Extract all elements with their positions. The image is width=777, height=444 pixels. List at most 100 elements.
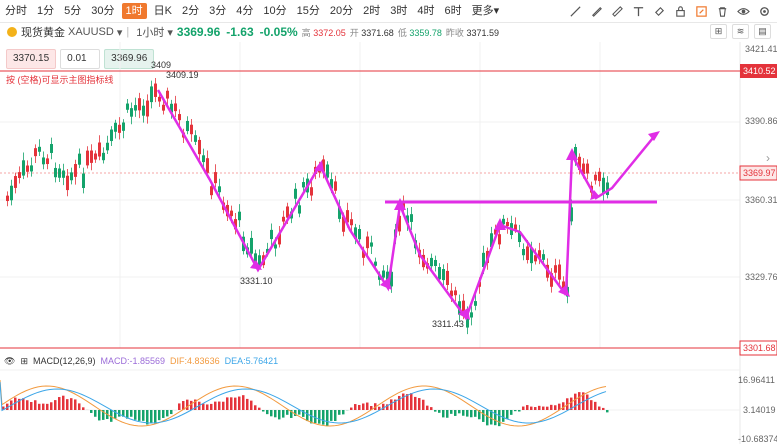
candle [54,167,57,178]
dif-line [0,379,607,427]
candle [450,290,453,297]
settings-icon[interactable] [757,4,771,18]
macd-tick: -10.68374 [738,434,777,444]
indicator-icon[interactable]: ≋ [732,24,749,39]
candle [130,108,133,117]
candle [466,313,469,328]
symbol-name[interactable]: 现货黄金 [21,27,65,39]
macd-bar [414,396,417,410]
macd-bar [470,410,473,418]
macd-bar [254,405,257,410]
macd-bar [382,403,385,410]
timeframe-tab[interactable]: 10分 [263,5,287,17]
macd-bar [74,399,77,410]
macd-bar [310,410,313,424]
interval-select[interactable]: 1小时 [136,27,165,39]
timeframe-tab[interactable]: 20分 [329,5,354,17]
eye-icon[interactable]: 👁 [4,355,16,366]
macd-bar [46,403,49,410]
candle [494,229,497,235]
candle [238,211,241,221]
candle [326,164,329,178]
candle [406,215,409,224]
candle [190,124,193,135]
timeframe-tab[interactable]: 1时 [121,3,147,19]
macd-bar [330,410,333,421]
sell-button[interactable]: 3370.15 [6,49,57,69]
macd-bar [118,410,121,417]
delete-icon[interactable] [715,4,729,18]
macd-bar [178,403,181,410]
low-value: 3359.78 [409,27,442,38]
annotation-top: 3409 [151,60,171,70]
timeframe-tab[interactable]: 3时 [390,5,408,17]
macd-bar [18,398,21,410]
high-price-label: 3410.52 [743,66,776,76]
macd-bar [98,410,101,421]
candle [274,244,277,249]
macd-settings-icon[interactable]: ⊞ [20,355,28,366]
candle [166,90,169,99]
candle [286,206,289,218]
macd-bar [542,406,545,410]
candle [538,250,541,259]
timeframe-tab[interactable]: 30分 [91,5,115,17]
low-annotation-2: 3311.43 [432,319,464,329]
candle [518,231,521,243]
edit-icon[interactable] [694,4,708,18]
chevron-right-icon[interactable]: › [766,151,770,165]
timeframe-tab[interactable]: 4分 [236,5,254,17]
timeframe-tab[interactable]: 1分 [37,5,55,17]
timeframe-tab[interactable]: 4时 [417,5,435,17]
macd-bar [334,410,337,421]
symbol-dropdown-icon[interactable]: ▾ [116,26,123,39]
macd-bar [258,407,261,410]
timeframe-tab[interactable]: 日K [153,5,172,17]
macd-bar [66,399,69,410]
candle [46,158,49,165]
macd-bar [362,403,365,410]
ruler-icon[interactable] [610,4,624,18]
macd-bar [274,410,277,418]
arrow-head [314,160,324,172]
draw-line-icon[interactable] [568,4,582,18]
text-icon[interactable] [631,4,645,18]
current-price: 3369.96 [176,25,221,39]
candle [462,300,465,312]
candle [454,290,457,296]
quantity-input[interactable]: 0.01 [60,49,101,69]
ohlc-open: 开 3371.68 [350,26,394,39]
timeframe-tab[interactable]: 15分 [296,5,320,17]
layout-icon[interactable]: ▤ [754,24,771,39]
candle [294,188,297,199]
candle [126,103,129,110]
lock-icon[interactable] [673,4,687,18]
interval-dropdown-icon[interactable]: ▾ [167,26,173,39]
candle [18,172,21,179]
macd-bar [22,398,25,410]
chart-type-icon[interactable]: ⊞ [710,24,727,39]
timeframe-tab[interactable]: 分时 [5,5,27,17]
candle [598,171,601,182]
arrow-head [250,260,262,270]
arrow-head [566,148,578,160]
candle [502,218,505,225]
timeframe-tab[interactable]: 5分 [64,5,82,17]
symbol-code[interactable]: XAUUSD [68,26,114,38]
eye-icon[interactable] [736,4,750,18]
macd-bar [474,410,477,417]
candle [474,301,477,306]
timeframe-tab[interactable]: 2分 [181,5,200,17]
candle [82,173,85,189]
macd-title[interactable]: MACD(12,26,9) [32,356,96,366]
timeframe-tab[interactable]: 2时 [363,5,381,17]
pen-icon[interactable] [589,4,603,18]
eraser-icon[interactable] [652,4,666,18]
timeframe-tab[interactable]: 更多▾ [471,5,500,17]
timeframe-tab[interactable]: 6时 [444,5,462,17]
candle [74,164,77,177]
buy-button[interactable]: 3369.96 [104,49,155,69]
macd-bar [78,403,81,410]
timeframe-tab[interactable]: 3分 [209,5,227,17]
